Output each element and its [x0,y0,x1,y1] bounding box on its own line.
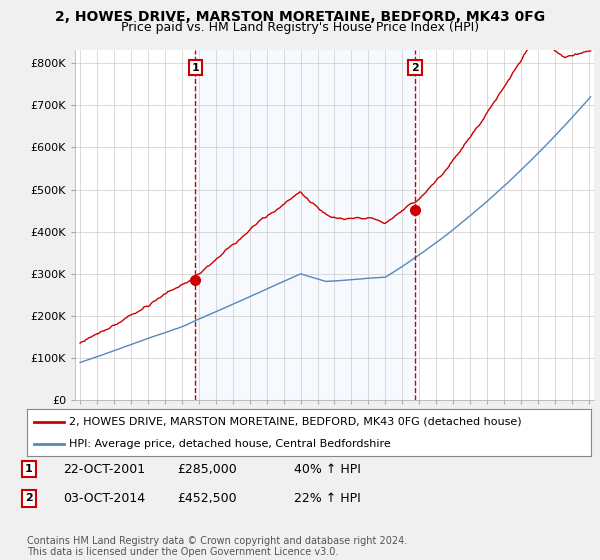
Text: HPI: Average price, detached house, Central Bedfordshire: HPI: Average price, detached house, Cent… [70,438,391,449]
Text: 2, HOWES DRIVE, MARSTON MORETAINE, BEDFORD, MK43 0FG: 2, HOWES DRIVE, MARSTON MORETAINE, BEDFO… [55,10,545,24]
Text: 40% ↑ HPI: 40% ↑ HPI [294,463,361,476]
Text: 22% ↑ HPI: 22% ↑ HPI [294,492,361,505]
Text: 22-OCT-2001: 22-OCT-2001 [63,463,145,476]
Bar [196,50,415,400]
Text: £452,500: £452,500 [177,492,236,505]
Text: £285,000: £285,000 [177,463,237,476]
Text: 2: 2 [411,63,419,73]
Text: Contains HM Land Registry data © Crown copyright and database right 2024.
This d: Contains HM Land Registry data © Crown c… [27,535,407,557]
Text: Price paid vs. HM Land Registry's House Price Index (HPI): Price paid vs. HM Land Registry's House … [121,21,479,34]
Text: 1: 1 [25,464,32,474]
Text: 2: 2 [25,493,32,503]
Text: 03-OCT-2014: 03-OCT-2014 [63,492,145,505]
Text: 2, HOWES DRIVE, MARSTON MORETAINE, BEDFORD, MK43 0FG (detached house): 2, HOWES DRIVE, MARSTON MORETAINE, BEDFO… [70,417,522,427]
Text: 1: 1 [191,63,199,73]
